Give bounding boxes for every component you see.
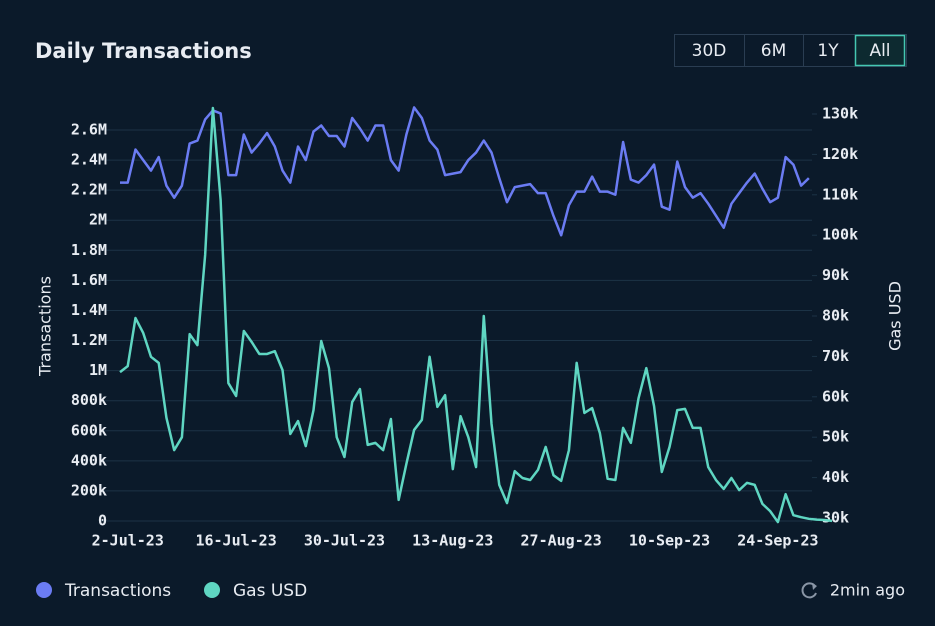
range-button[interactable]: 1Y [817,41,839,61]
y2-tick-label: 50k [822,428,849,446]
x-tick-label: 24-Sep-23 [737,532,818,550]
button-group [674,34,907,67]
legend-swatch [204,582,220,598]
series-line [120,106,810,237]
y2-tick-label: 30k [822,509,849,527]
y2-tick-label: 60k [822,387,849,405]
x-tick-label: 2-Jul-23 [92,532,164,550]
y-axis-title: Transactions [36,276,55,377]
y-tick-label: 2M [89,211,107,229]
series-line [119,106,833,524]
x-tick-label: 13-Aug-23 [412,532,493,550]
range-buttons: 30D 6M 1Y All [692,34,906,67]
y-tick-label: 200k [71,481,107,499]
y2-tick-label: 120k [822,145,858,163]
y-tick-label: 800k [71,391,107,409]
y2-tick-label: 40k [822,468,849,486]
updated-time: 2min ago [830,581,905,600]
refresh-arrow [812,583,817,590]
legend-swatch [36,582,52,598]
y2-tick-label: 80k [822,307,849,325]
y-tick-label: 2.2M [71,181,107,199]
range-button[interactable]: 30D [692,41,727,61]
range-button[interactable]: All [869,41,890,61]
y2-tick-label: 130k [822,105,858,123]
range-button[interactable]: 6M [761,41,786,61]
x-tick-label: 10-Sep-23 [629,532,710,550]
y-tick-label: 600k [71,421,107,439]
y-tick-label: 1.4M [71,301,107,319]
y2-tick-label: 110k [822,185,858,203]
y-tick-label: 2.6M [71,121,107,139]
plot: 0 200k 400k 600k 800k 1M 1.2M 1.4M 1.6M 1.8M 2M 2.2… [71,105,858,550]
y-tick-label: 1M [89,361,107,379]
y-tick-label: 0 [98,512,107,530]
y-tick-label: 2.4M [71,151,107,169]
legend-label: Transactions [64,581,171,601]
x-tick-label: 27-Aug-23 [521,532,602,550]
y2-axis-title: Gas USD [886,281,905,351]
x-tick-label: 16-Jul-23 [195,532,276,550]
button-active-frame[interactable] [854,34,906,67]
y-tick-label: 1.8M [71,241,107,259]
refresh-icon [801,582,817,599]
x-tick-label: 30-Jul-23 [304,532,385,550]
refresh-arc [801,582,817,599]
legend-label: Gas USD [233,581,307,601]
legend: Transactions Gas USD [36,581,307,601]
y2-tick-label: 100k [822,226,858,244]
y-tick-label: 1.2M [71,331,107,349]
card-title: Daily Transactions [35,39,252,63]
y2-tick-label: 70k [822,347,849,365]
y2-tick-label: 90k [822,266,849,284]
y-tick-label: 400k [71,451,107,469]
y-tick-label: 1.6M [71,271,107,289]
